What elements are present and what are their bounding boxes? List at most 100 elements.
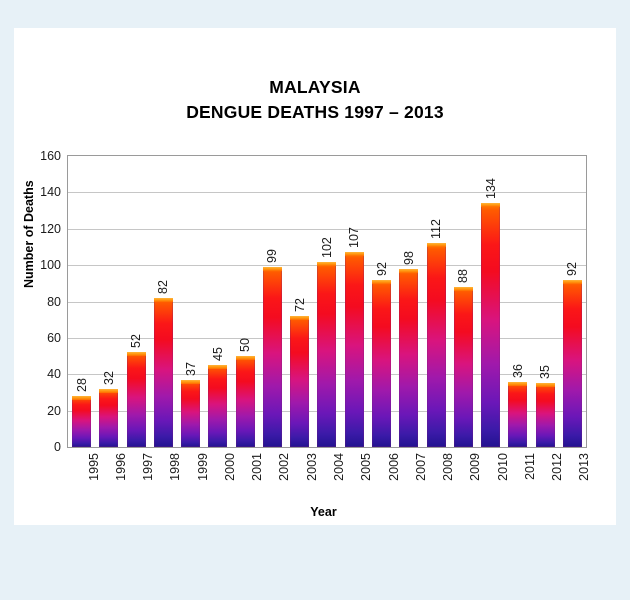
bar-slot: 88 <box>450 156 477 447</box>
bar-slot: 112 <box>422 156 449 447</box>
bar-value-label: 37 <box>183 361 198 376</box>
x-tick-label: 2009 <box>468 453 483 481</box>
x-tick-label: 2013 <box>577 453 592 481</box>
x-tick-label: 2001 <box>250 453 265 481</box>
gridline <box>68 192 586 194</box>
bar-cap <box>72 396 92 401</box>
bar-cap <box>372 279 392 284</box>
x-tick-label: 1998 <box>168 453 183 481</box>
x-tick-label: 2004 <box>332 453 346 481</box>
y-tick-label: 60 <box>47 330 61 345</box>
bar[interactable] <box>153 297 173 447</box>
bar-slot: 50 <box>232 156 259 447</box>
bar-slot: 102 <box>313 156 340 447</box>
bar-cap <box>235 356 255 361</box>
x-tick-label: 2005 <box>359 453 374 481</box>
y-tick-label: 20 <box>47 403 61 418</box>
bar[interactable] <box>72 396 92 447</box>
chart-title: MALAYSIA DENGUE DEATHS 1997 – 2013 <box>14 75 616 125</box>
bar[interactable] <box>290 316 310 447</box>
bar-cap <box>344 252 364 257</box>
x-axis-title: Year <box>310 505 337 519</box>
bar-cap <box>481 203 501 208</box>
y-tick-label: 100 <box>40 258 61 273</box>
x-tick-label: 1995 <box>86 453 101 481</box>
bar-value-label: 98 <box>401 250 416 265</box>
y-tick-label: 80 <box>47 294 61 309</box>
bar-cap <box>181 379 201 384</box>
x-tick-label: 1999 <box>195 453 210 481</box>
bar-slot: 52 <box>123 156 150 447</box>
bar-value-label: 99 <box>265 249 280 263</box>
bar-value-label: 32 <box>101 370 116 385</box>
bar-value-label: 82 <box>156 279 171 294</box>
bar[interactable] <box>535 383 555 447</box>
bar-cap <box>317 261 337 266</box>
bar-value-label: 28 <box>74 378 89 393</box>
chart-card: MALAYSIA DENGUE DEATHS 1997 – 2013 Numbe… <box>14 28 616 525</box>
bar[interactable] <box>99 388 119 447</box>
x-tick-label: 2000 <box>222 453 237 481</box>
bar[interactable] <box>126 352 146 447</box>
bar-value-label: 52 <box>129 334 144 349</box>
x-tick-label: 2006 <box>386 453 401 481</box>
y-tick-label: 160 <box>40 149 61 163</box>
bar-slot: 35 <box>531 156 558 447</box>
bar-cap <box>262 266 282 271</box>
x-tick-label: 1997 <box>141 453 156 481</box>
bar[interactable] <box>399 268 419 447</box>
bar-cap <box>453 286 473 291</box>
bar[interactable] <box>562 279 582 447</box>
bar-cap <box>208 365 228 370</box>
y-axis-title: Number of Deaths <box>22 180 36 288</box>
bar-cap <box>426 243 446 248</box>
bar-slot: 32 <box>95 156 122 447</box>
bar-slot: 82 <box>150 156 177 447</box>
bar-cap <box>399 268 419 273</box>
bar[interactable] <box>235 356 255 447</box>
bar-slot: 45 <box>204 156 231 447</box>
bar[interactable] <box>453 286 473 447</box>
x-tick-label: 2003 <box>304 453 319 481</box>
bar-value-label: 92 <box>374 261 389 276</box>
bar-slot: 37 <box>177 156 204 447</box>
bar[interactable] <box>344 252 364 447</box>
bar-cap <box>99 388 119 393</box>
bar-cap <box>290 316 310 321</box>
bar-value-label: 112 <box>429 219 444 240</box>
bar[interactable] <box>426 243 446 447</box>
chart-title-line-2: DENGUE DEATHS 1997 – 2013 <box>186 102 444 122</box>
plot-area: 160 140 120 100 80 60 40 20 0 28 32 52 82 37 45 50 99 72… <box>40 149 587 454</box>
bar-value-label: 92 <box>565 261 580 276</box>
bar-slot: 92 <box>559 156 586 447</box>
bar-cap <box>535 383 555 388</box>
bar-slot: 99 <box>259 156 286 447</box>
bar[interactable] <box>372 279 392 447</box>
x-tick-label: 2002 <box>277 453 292 481</box>
y-tick-label: 40 <box>47 367 61 382</box>
bar-cap <box>508 381 528 386</box>
y-tick-label: 0 <box>54 440 61 454</box>
y-tick-label: 120 <box>40 221 61 236</box>
bar-slot: 72 <box>286 156 313 447</box>
bar-value-label: 102 <box>319 236 334 258</box>
chart-title-line-1: MALAYSIA <box>269 77 361 97</box>
bar[interactable] <box>317 261 337 447</box>
bar-value-label: 72 <box>292 298 307 313</box>
bar[interactable] <box>481 203 501 447</box>
x-tick-label: 1996 <box>113 453 128 481</box>
x-tick-label: 2012 <box>550 453 565 481</box>
bar-value-label: 107 <box>347 227 362 249</box>
bar-value-label: 134 <box>483 178 498 200</box>
bar-slot: 92 <box>368 156 395 447</box>
bar-value-label: 45 <box>210 347 225 362</box>
bar-cap <box>562 279 582 284</box>
bar[interactable] <box>262 266 282 447</box>
x-tick-label: 2010 <box>495 453 510 481</box>
gridline <box>68 228 586 230</box>
bar-slot: 36 <box>504 156 531 447</box>
bar[interactable] <box>208 365 228 447</box>
bar[interactable] <box>181 379 201 447</box>
bar[interactable] <box>508 381 528 447</box>
bar-cap <box>153 297 173 302</box>
